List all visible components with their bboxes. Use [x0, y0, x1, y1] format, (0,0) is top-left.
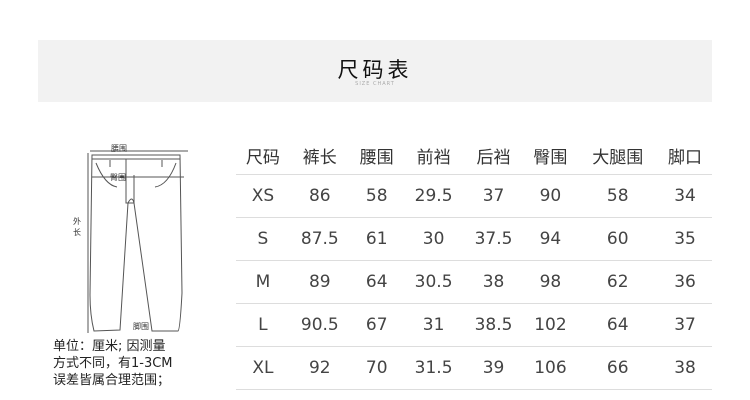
table-cell: 38.5	[463, 303, 524, 347]
column-header: 腰围	[359, 147, 394, 168]
table-cell: 89	[289, 260, 350, 304]
column-header: 裤长	[302, 147, 337, 168]
table-cell: 39	[463, 346, 524, 390]
label-hem: 脚围	[133, 322, 149, 331]
table-cell: 90	[523, 174, 578, 218]
note-line: 误差皆属合理范围；	[53, 373, 171, 388]
table-cell: 60	[577, 217, 659, 261]
table-cell: 102	[523, 303, 578, 347]
table-header: 尺码 裤长 腰围 前裆 后裆 臀围 大腿围 脚口	[236, 136, 712, 175]
table-cell: 30.5	[403, 260, 464, 304]
note-line: 单位：厘米; 因测量	[53, 339, 166, 354]
table-cell: 35	[658, 217, 712, 261]
table-cell: 37	[658, 303, 712, 347]
table-row: XL 92 70 31.5 39 106 66 38	[236, 346, 712, 390]
table-row: L 90.5 67 31 38.5 102 64 37	[236, 303, 712, 347]
table-cell: 34	[658, 174, 712, 218]
table-row: XS 86 58 29.5 37 90 58 34	[236, 174, 712, 218]
table-cell: 30	[403, 217, 464, 261]
size-table: 尺码 裤长 腰围 前裆 后裆 臀围 大腿围 脚口 XS 86 58 29.5 37 90 58 34 S 87.…	[236, 136, 712, 390]
label-hip: 臀围	[110, 173, 126, 182]
label-waist: 腰围	[111, 144, 127, 153]
note-line: 方式不同，有1-3CM	[53, 356, 173, 371]
table-cell: 38	[658, 346, 712, 390]
table-cell: 31	[403, 303, 464, 347]
header-banner: 尺码表 SIZE CHART	[38, 40, 712, 102]
column-header: 后裆	[476, 147, 511, 168]
page-title: 尺码表	[337, 58, 413, 82]
table-cell: 58	[349, 174, 404, 218]
table-cell: XS	[236, 174, 290, 218]
table-cell: 62	[577, 260, 659, 304]
column-header: 尺码	[245, 147, 280, 168]
table-cell: 106	[523, 346, 578, 390]
table-cell: 67	[349, 303, 404, 347]
table-cell: 94	[523, 217, 578, 261]
table-cell: 86	[289, 174, 350, 218]
table-cell: 98	[523, 260, 578, 304]
table-cell: 31.5	[403, 346, 464, 390]
table-cell: 64	[349, 260, 404, 304]
table-cell: 37.5	[463, 217, 524, 261]
table-cell: 87.5	[289, 217, 350, 261]
table-cell: 36	[658, 260, 712, 304]
page-subtitle: SIZE CHART	[355, 81, 395, 87]
table-row: M 89 64 30.5 38 98 62 36	[236, 260, 712, 304]
column-header: 前裆	[416, 147, 451, 168]
table-cell: 29.5	[403, 174, 464, 218]
table-cell: S	[236, 217, 290, 261]
column-header: 臀围	[533, 147, 568, 168]
table-cell: 61	[349, 217, 404, 261]
measurement-note: 单位：厘米; 因测量 方式不同，有1-3CM 误差皆属合理范围；	[53, 338, 173, 389]
table-row: S 87.5 61 30 37.5 94 60 35	[236, 217, 712, 261]
pants-diagram	[87, 150, 188, 333]
table-cell: 38	[463, 260, 524, 304]
table-cell: 37	[463, 174, 524, 218]
table-cell: 66	[577, 346, 659, 390]
table-cell: 58	[577, 174, 659, 218]
table-cell: 92	[289, 346, 350, 390]
label-outer-length: 外长	[73, 217, 81, 237]
table-cell: 64	[577, 303, 659, 347]
column-header: 脚口	[668, 147, 703, 168]
table-cell: L	[236, 303, 290, 347]
table-cell: 90.5	[289, 303, 350, 347]
table-cell: XL	[236, 346, 290, 390]
table-cell: M	[236, 260, 290, 304]
column-header: 大腿围	[592, 147, 644, 168]
table-cell: 70	[349, 346, 404, 390]
